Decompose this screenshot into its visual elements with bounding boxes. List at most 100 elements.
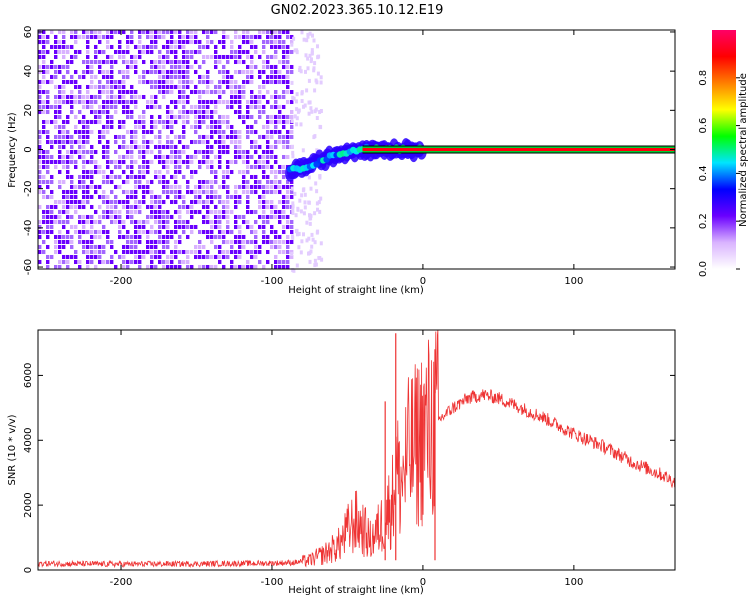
- spectrogram-cell: [182, 65, 186, 69]
- spectrogram-cell: [74, 225, 78, 229]
- spectrogram-cell: [146, 50, 150, 54]
- spectrogram-cell: [70, 235, 74, 239]
- spectrogram-cell: [222, 150, 226, 154]
- spectrogram-cell: [210, 235, 214, 239]
- spectrogram-cell: [294, 229, 298, 234]
- spectrogram-x-tick-label: -200: [110, 276, 133, 287]
- spectrogram-cell: [202, 135, 206, 139]
- spectrogram-cell: [46, 70, 50, 74]
- spectrogram-cell: [266, 140, 270, 144]
- spectrogram-cell: [254, 100, 258, 104]
- spectrogram-cell: [122, 75, 126, 79]
- spectrogram-cell: [94, 160, 98, 164]
- spectrogram-cell: [290, 180, 294, 184]
- spectrogram-cell: [130, 205, 134, 209]
- spectrogram-cell: [42, 175, 46, 179]
- snr-x-ticks: -200 -100 0 100: [110, 330, 583, 588]
- spectrogram-cell: [170, 110, 174, 114]
- spectrogram-cell: [286, 260, 290, 264]
- spectrogram-cell: [70, 185, 74, 189]
- spectrogram-cell: [62, 240, 66, 244]
- spectrogram-cell: [290, 220, 294, 224]
- spectrogram-cell: [299, 122, 303, 127]
- spectrogram-cell: [134, 130, 138, 134]
- spectrogram-cell: [319, 80, 323, 85]
- spectrogram-cell: [66, 240, 70, 244]
- spectrogram-cell: [166, 240, 170, 244]
- spectrogram-cell: [270, 40, 274, 44]
- spectrogram-cell: [42, 100, 46, 104]
- spectrogram-cell: [90, 105, 94, 109]
- spectrogram-cell: [226, 135, 230, 139]
- spectrogram-cell: [70, 155, 74, 159]
- spectrogram-cell: [118, 210, 122, 214]
- spectrogram-cell: [310, 244, 314, 249]
- spectrogram-cell: [66, 210, 70, 214]
- spectrogram-cell: [50, 60, 54, 64]
- spectrogram-cell: [70, 190, 74, 194]
- spectrogram-cell: [130, 190, 134, 194]
- spectrogram-cell: [178, 210, 182, 214]
- spectrogram-cell: [134, 220, 138, 224]
- spectrogram-cell: [94, 95, 98, 99]
- spectrogram-cell: [214, 125, 218, 129]
- spectrogram-cell: [98, 80, 102, 84]
- spectrogram-cell: [122, 105, 126, 109]
- spectrogram-cell: [246, 125, 250, 129]
- spectrogram-cell: [38, 80, 42, 84]
- spectrogram-cell: [126, 240, 130, 244]
- spectrogram-cell: [290, 195, 294, 199]
- spectrogram-cell: [62, 100, 66, 104]
- spectrogram-cell: [150, 95, 154, 99]
- spectrogram-cell: [222, 180, 226, 184]
- spectrogram-cell: [170, 45, 174, 49]
- spectrogram-cell: [313, 263, 317, 268]
- spectrogram-cell: [58, 115, 62, 119]
- spectrogram-cell: [250, 225, 254, 229]
- spectrogram-cell: [278, 40, 282, 44]
- spectrogram-cell: [94, 75, 98, 79]
- colorbar-label: Normalized spectral amplitude: [738, 73, 749, 227]
- spectrogram-cell: [254, 35, 258, 39]
- spectrogram-cell: [250, 255, 254, 259]
- spectrogram-cell: [134, 135, 138, 139]
- spectrogram-cell: [166, 170, 170, 174]
- spectrogram-cell: [58, 185, 62, 189]
- spectrogram-cell: [226, 175, 230, 179]
- spectrogram-cell: [158, 240, 162, 244]
- spectrogram-cell: [82, 250, 86, 254]
- spectrogram-cell: [110, 100, 114, 104]
- spectrogram-cell: [98, 70, 102, 74]
- spectrogram-cell: [46, 235, 50, 239]
- spectrogram-cell: [194, 35, 198, 39]
- spectrogram-cell: [242, 90, 246, 94]
- spectrogram-cell: [206, 115, 210, 119]
- spectrogram-cell: [74, 85, 78, 89]
- spectrogram-cell: [314, 181, 318, 186]
- spectrogram-cell: [218, 155, 222, 159]
- spectrogram-cell: [266, 150, 270, 154]
- spectrogram-cell: [246, 105, 250, 109]
- spectrogram-cell: [38, 140, 42, 144]
- spectrogram-cell: [266, 135, 270, 139]
- spectrogram-cell: [307, 100, 311, 105]
- spectrogram-cell: [242, 245, 246, 249]
- spectrogram-cell: [202, 55, 206, 59]
- spectrogram-cell: [166, 140, 170, 144]
- spectrogram-cell: [214, 45, 218, 49]
- spectrogram-cell: [270, 145, 274, 149]
- spectrogram-cell: [94, 185, 98, 189]
- spectrogram-cell: [118, 220, 122, 224]
- spectrogram-cell: [274, 210, 278, 214]
- spectrogram-cell: [190, 105, 194, 109]
- spectrogram-cell: [134, 145, 138, 149]
- spectrogram-cell: [42, 75, 46, 79]
- spectrogram-cell: [194, 195, 198, 199]
- spectrogram-cell: [50, 145, 54, 149]
- spectrogram-cell: [178, 155, 182, 159]
- spectrogram-cell: [94, 230, 98, 234]
- spectrogram-cell: [90, 195, 94, 199]
- spectrogram-cell: [198, 135, 202, 139]
